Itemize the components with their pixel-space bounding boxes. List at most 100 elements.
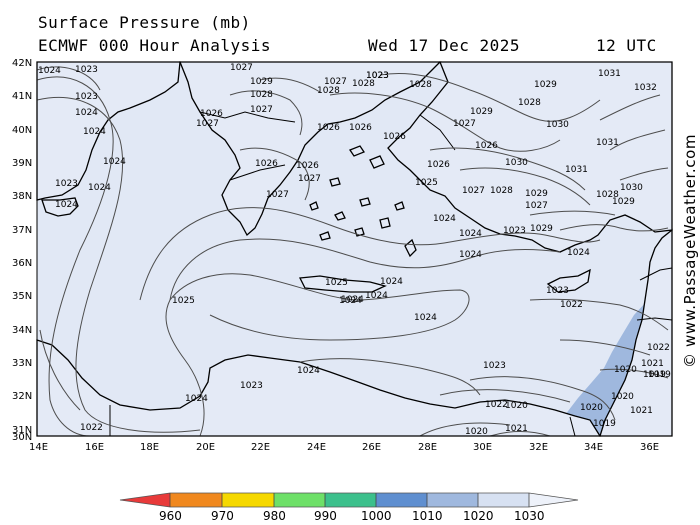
isobar-label: 1024 — [38, 66, 61, 76]
isobar-label: 1023 — [503, 226, 526, 236]
isobar-labels: 1024 1023 1023 1024 1024 1024 1023 1024 … — [38, 63, 671, 437]
isobar-label: 1028 — [596, 190, 619, 200]
colorbar-segment — [427, 493, 478, 507]
isobar-label: 1024 — [339, 296, 362, 306]
watermark-credit: © www.PassageWeather.com — [681, 133, 699, 368]
latitude-axis: 42N 41N 40N 39N 38N 37N 36N 35N 34N 33N … — [12, 58, 32, 443]
lat-label: 31N — [12, 425, 32, 436]
isobar-label: 1031 — [598, 69, 621, 79]
isobar-label: 1023 — [483, 361, 506, 371]
lat-label: 34N — [12, 325, 32, 336]
crete — [298, 275, 387, 293]
isobar-label: 1027 — [250, 105, 273, 115]
lon-label: 34E — [584, 442, 603, 453]
isobar-label: 1023 — [366, 71, 389, 81]
isobar-label: 1024 — [341, 295, 364, 305]
lon-label: 22E — [251, 442, 270, 453]
lat-label: 30N — [12, 432, 32, 443]
colorbar-label: 980 — [263, 509, 286, 523]
isobar-label: 1029 — [470, 107, 493, 117]
valid-date: Wed 17 Dec 2025 — [368, 36, 520, 55]
lat-label: 37N — [12, 225, 32, 236]
lon-label: 26E — [362, 442, 381, 453]
colorbar-segment — [170, 493, 222, 507]
chart-title: Surface Pressure (mb) — [38, 13, 251, 32]
balkans-coast — [179, 61, 442, 237]
lon-label: 18E — [140, 442, 159, 453]
isobar-label: 1028 — [352, 79, 375, 89]
isobar-label: 1024 — [459, 250, 482, 260]
longitude-axis: 14E 16E 18E 20E 22E 24E 26E 28E 30E 32E … — [29, 442, 659, 453]
lat-label: 32N — [12, 391, 32, 402]
colorbar-label: 970 — [211, 509, 234, 523]
lon-label: 36E — [640, 442, 659, 453]
isobar-label: 1023 — [75, 92, 98, 102]
valid-time: 12 UTC — [596, 36, 657, 55]
lat-label: 38N — [12, 191, 32, 202]
isobar-label: 1020 — [505, 401, 528, 411]
lat-label: 39N — [12, 158, 32, 169]
lat-label: 35N — [12, 291, 32, 302]
isobar-label: 1027 — [230, 63, 253, 73]
isobar-label: 1023 — [366, 71, 389, 81]
isobar-label: 1023 — [75, 65, 98, 75]
isobar-label: 1024 — [55, 200, 78, 210]
isobar-label: 1028 — [250, 90, 273, 100]
isobar-label: 1021 — [641, 359, 664, 369]
land — [36, 61, 673, 437]
isobar-label: 1022 — [647, 343, 670, 353]
isobar-label: 1020 — [465, 427, 488, 437]
isobar-label: 1032 — [634, 83, 657, 93]
borders — [109, 111, 673, 437]
isobar-label: 1025 — [172, 296, 195, 306]
colorbar-label: 1030 — [514, 509, 545, 523]
isobar-label: 1019 — [643, 370, 666, 380]
isobar-label: 1027 — [266, 190, 289, 200]
isobar-label: 1024 — [433, 214, 456, 224]
colorbar-segment — [274, 493, 325, 507]
isobar-label: 1023 — [240, 381, 263, 391]
italy-coast — [36, 61, 181, 201]
isobar-label: 1026 — [200, 109, 223, 119]
isobar-label: 1030 — [620, 183, 643, 193]
isobar-label: 1026 — [427, 160, 450, 170]
colorbar-segment — [478, 493, 529, 507]
colorbar-segment — [222, 493, 274, 507]
isobar-label: 1027 — [525, 201, 548, 211]
colorbar-segment — [376, 493, 427, 507]
model-run: ECMWF 000 Hour Analysis — [38, 36, 272, 55]
lon-label: 30E — [473, 442, 492, 453]
lon-label: 20E — [196, 442, 215, 453]
isobar-label: 1019 — [593, 419, 616, 429]
lon-label: 14E — [29, 442, 48, 453]
isobar-label: 1027 — [324, 77, 347, 87]
isobar-label: 1020 — [611, 392, 634, 402]
isobar-label: 1024 — [414, 313, 437, 323]
isobar-label: 1030 — [546, 120, 569, 130]
colorbar-segment — [325, 493, 376, 507]
isobar-label: 1020 — [614, 365, 637, 375]
isobar-label: 1027 — [298, 174, 321, 184]
isobar-label: 1024 — [103, 157, 126, 167]
isobar-label: 1024 — [88, 183, 111, 193]
isobar-label: 1025 — [325, 278, 348, 288]
lat-label: 36N — [12, 258, 32, 269]
sicily — [41, 197, 79, 217]
lon-label: 24E — [307, 442, 326, 453]
isobar-label: 1029 — [250, 77, 273, 87]
isobar-label: 1031 — [596, 138, 619, 148]
isobar-label: 1029 — [525, 189, 548, 199]
isobar-label: 1026 — [255, 159, 278, 169]
isobar-label: 1026 — [383, 132, 406, 142]
levant-coast — [599, 228, 673, 437]
isobar-label: 1023 — [55, 179, 78, 189]
colorbar-label: 1000 — [361, 509, 392, 523]
isobar-label: 1023 — [546, 286, 569, 296]
isobar-label: 1022 — [485, 400, 508, 410]
isobar-label: 1029 — [612, 197, 635, 207]
isobar-label: 1025 — [415, 178, 438, 188]
isobar-label: 1028 — [317, 86, 340, 96]
colorbar-high-tip — [529, 493, 578, 507]
isobar-label: 1029 — [530, 224, 553, 234]
isobar-label: 1024 — [83, 127, 106, 137]
